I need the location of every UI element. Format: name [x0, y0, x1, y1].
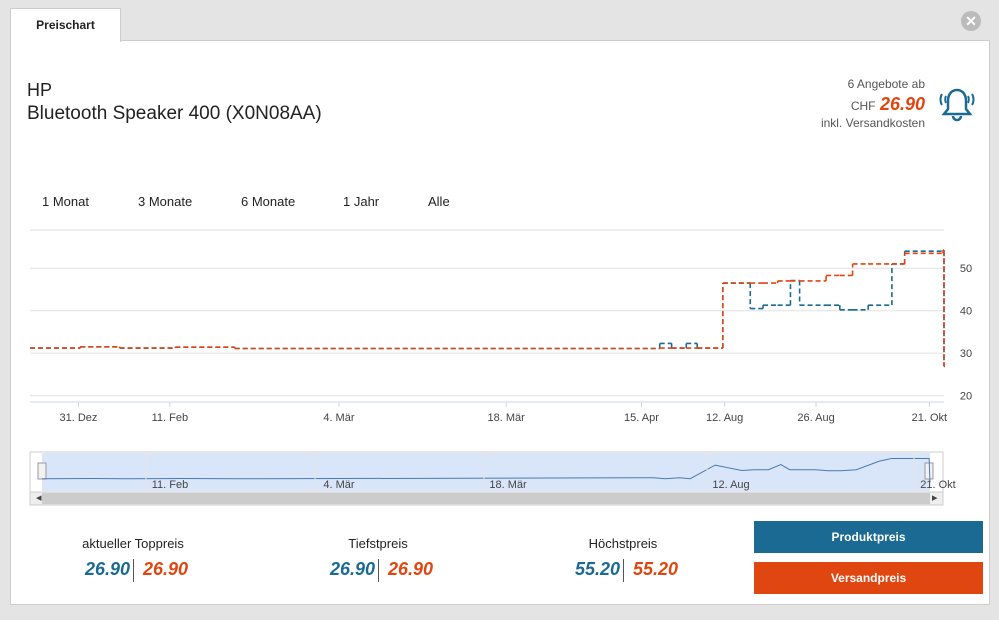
offer-price: CHF 26.90: [851, 94, 925, 115]
close-button[interactable]: ✕: [961, 11, 981, 31]
stat-divider: [133, 559, 134, 582]
stat-shipping: 26.90: [388, 559, 434, 579]
stat-label: Höchstpreis: [588, 536, 658, 551]
range-button[interactable]: 1 Jahr: [343, 194, 380, 209]
stat-label: aktueller Toppreis: [82, 536, 184, 551]
alert-bell[interactable]: [938, 86, 976, 122]
price: 26.90: [879, 94, 925, 114]
tab[interactable]: Preischart: [10, 8, 121, 42]
legend-button[interactable]: Produktpreis: [754, 521, 983, 553]
stat-product: 55.20: [574, 559, 620, 579]
stat-divider: [378, 559, 379, 582]
stat-label: Tiefstpreis: [348, 536, 408, 551]
stat-divider: [623, 559, 624, 582]
product-name: Bluetooth Speaker 400 (X0N08AA): [27, 103, 322, 124]
offer-count: 6 Angebote ab: [847, 77, 925, 91]
brand: HP: [27, 80, 53, 100]
range-button[interactable]: 1 Monat: [42, 194, 89, 209]
offer-note: inkl. Versandkosten: [820, 116, 925, 130]
panel: [10, 40, 990, 605]
stat-shipping: 26.90: [143, 559, 189, 579]
range-button[interactable]: Alle: [428, 194, 450, 209]
legend-button[interactable]: Versandpreis: [754, 562, 983, 594]
stat-shipping: 55.20: [633, 559, 679, 579]
range-button[interactable]: 6 Monate: [241, 194, 296, 209]
stat-product: 26.90: [84, 559, 130, 579]
stat-product: 26.90: [329, 559, 375, 579]
range-button[interactable]: 3 Monate: [138, 194, 193, 209]
currency: CHF: [850, 99, 876, 113]
